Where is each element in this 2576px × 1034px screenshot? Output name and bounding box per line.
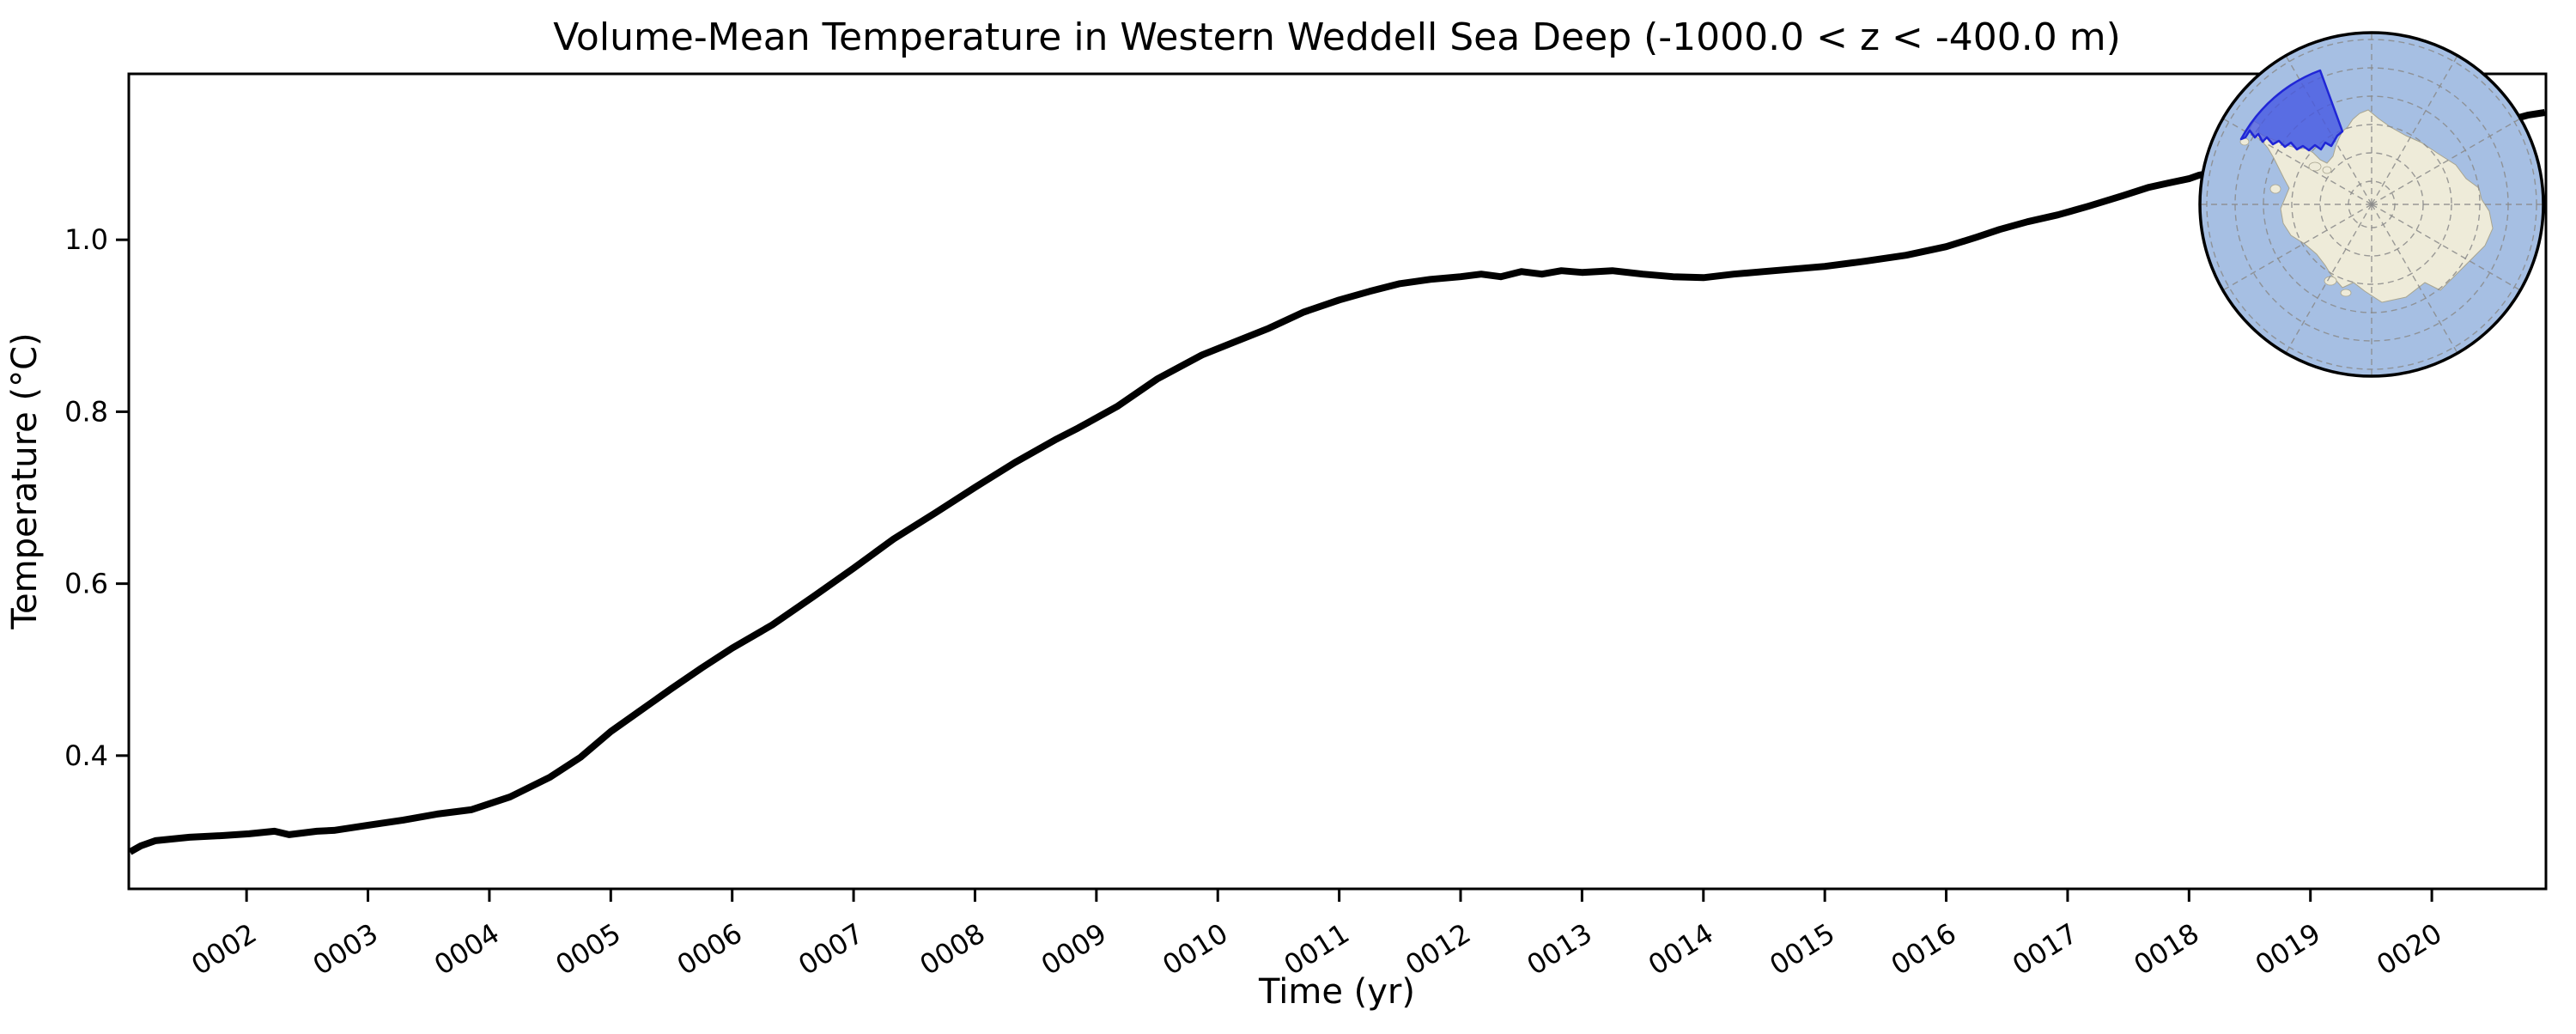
- x-tick-label: 0015: [1764, 917, 1840, 982]
- x-axis-label: Time (yr): [1258, 972, 1415, 1012]
- x-tick-label: 0019: [2250, 917, 2326, 982]
- map-border: [2198, 31, 2545, 378]
- x-tick-label: 0008: [914, 917, 991, 982]
- graticule-meridian: [2371, 204, 2521, 291]
- island: [2324, 276, 2337, 286]
- graticule-meridian: [2371, 55, 2458, 205]
- chart-title: Volume-Mean Temperature in Western Wedde…: [553, 15, 2121, 59]
- x-tick-label: 0002: [185, 917, 262, 982]
- x-tick-label: 0020: [2371, 917, 2447, 982]
- antarctica-inset-map: [2198, 31, 2545, 378]
- graticule-meridian: [2222, 118, 2372, 205]
- x-tick-label: 0012: [1400, 917, 1476, 982]
- graticule-meridian: [2222, 204, 2372, 291]
- island: [2269, 184, 2281, 194]
- y-tick-label: 0.8: [64, 395, 108, 428]
- temperature-line: [128, 109, 2546, 855]
- x-tick-label: 0010: [1157, 917, 1233, 982]
- y-axis-label: Temperature (°C): [5, 332, 45, 630]
- data-series-layer: [128, 109, 2546, 855]
- x-tick-label: 0013: [1521, 917, 1597, 982]
- island: [2308, 161, 2322, 172]
- graticule-meridian: [2371, 118, 2521, 205]
- plot-spines: [127, 72, 2548, 891]
- x-tick-label: 0007: [793, 917, 869, 982]
- x-tick-label: 0004: [428, 917, 505, 982]
- x-tick-label: 0016: [1886, 917, 1962, 982]
- island: [2340, 289, 2352, 297]
- weddell-region-highlight: [2239, 69, 2344, 152]
- x-tick-label: 0005: [550, 917, 626, 982]
- y-tick-label: 0.4: [64, 739, 108, 772]
- x-tick-label: 0018: [2128, 917, 2204, 982]
- x-tick-label: 0006: [671, 917, 748, 982]
- graticule-meridian: [2371, 204, 2458, 354]
- axes-layer: 0002 0003 0004 0005 0006 0007 0008 0009 0010 0011…: [64, 72, 2548, 982]
- x-tick-label: 0017: [2007, 917, 2083, 982]
- y-tick-label: 1.0: [64, 223, 108, 256]
- x-tick-label: 0003: [307, 917, 384, 982]
- map-clipped-content: [2200, 33, 2543, 376]
- x-tick-label: 0014: [1643, 917, 1719, 982]
- island: [2322, 166, 2332, 174]
- graticule-circle: [2291, 124, 2452, 285]
- x-tick-label: 0009: [1036, 917, 1112, 982]
- y-tick-label: 0.6: [64, 568, 108, 600]
- graticule-meridian: [2285, 204, 2372, 354]
